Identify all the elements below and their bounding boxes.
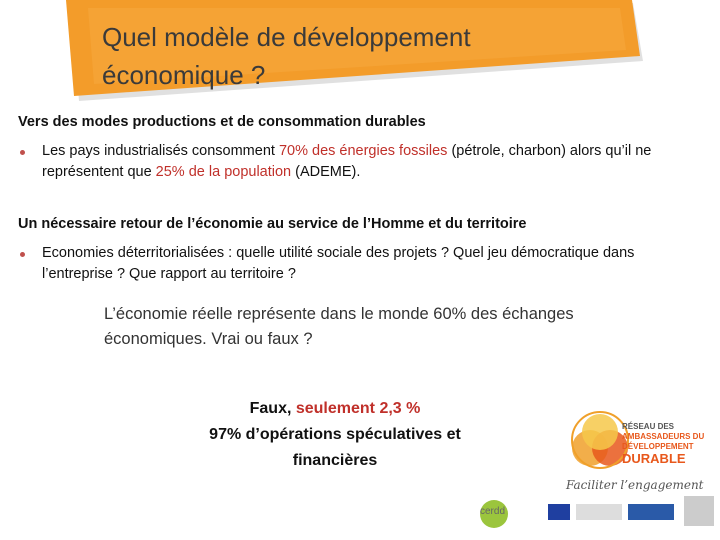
logo-tagline: Faciliter l’engagement [566,478,704,492]
banner-highlight [88,8,626,84]
answer-line: Faux, seulement 2,3 % [180,396,490,422]
bullet-dot [20,150,25,155]
title-line: Quel modèle de développement [102,22,471,52]
quote: L’économie réelle représente dans le mon… [104,305,574,348]
logo-text: RÉSEAU DES AMBASSADEURS DU DÉVELOPPEMENT… [622,422,704,466]
title-line: économique ? [102,60,266,90]
answer-line: 97% d’opérations spéculatives et financi… [209,426,461,469]
text: Faux, [249,400,296,417]
section-heading: Vers des modes productions et de consomm… [18,114,426,130]
partner-logo [548,504,570,520]
highlight: 25% de la population [155,164,292,180]
partner-name: cerdd [480,506,506,517]
section-heading: Un nécessaire retour de l’économie au se… [18,216,527,232]
partner-logo [480,500,508,528]
title: Quel modèle de développement économique … [102,18,471,94]
partner-logo [576,504,622,520]
logo-petal [582,414,618,450]
answer: Faux, seulement 2,3 % 97% d’opérations s… [180,396,490,474]
text: (pétrole, charbon) alors qu’il ne représ… [42,143,652,180]
highlight: seulement 2,3 % [295,400,421,417]
bullet-text: Economies déterritorialisées : quelle ut… [42,245,635,282]
bullet-dot [20,252,25,257]
logo-line: DURABLE [622,451,686,466]
partner-logo [628,504,674,520]
logo-ring [571,411,629,469]
bullet-text: Les pays industrialisés consomment 70% d… [42,141,662,183]
logo-line: RÉSEAU DES [622,422,675,431]
text: Les pays industrialisés consomment [42,143,279,159]
highlight: 70% des énergies fossiles [278,143,448,159]
text: (ADEME). [291,164,361,180]
partner-logo [684,496,714,526]
logo-line: AMBASSADEURS DU [622,432,705,441]
logo-line: DÉVELOPPEMENT [622,442,694,451]
